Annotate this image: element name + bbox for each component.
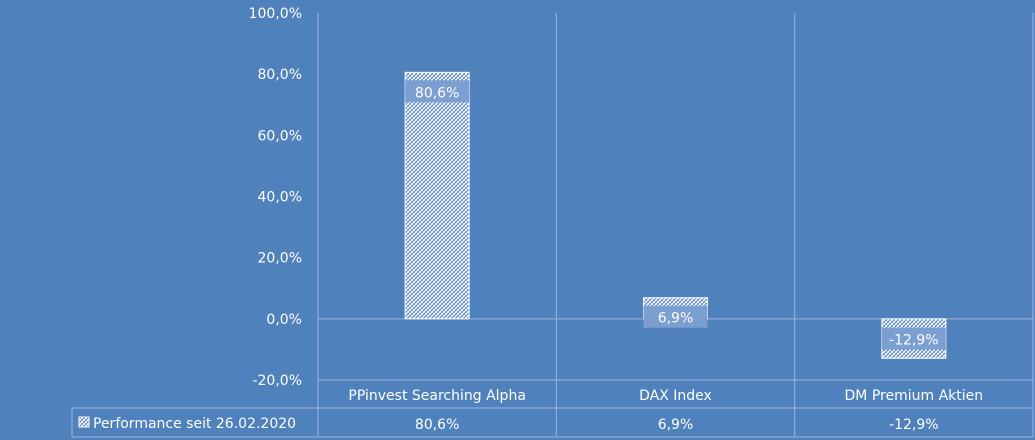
data-label-box [405,80,470,103]
y-tick-label: 20,0% [258,251,302,267]
legend-series-name: Performance seit 26.02.2020 [93,416,296,432]
y-tick-label: 80,0% [258,67,302,83]
category-label: PPinvest Searching Alpha [348,388,525,404]
category-label: DM Premium Aktien [845,388,984,404]
table-value: 6,9% [658,417,694,433]
y-tick-label: -20,0% [252,373,302,389]
table-value: 80,6% [415,417,459,433]
table-value: -12,9% [889,417,939,433]
data-label-box [643,305,708,328]
data-label-box [881,327,946,350]
data-label: -12,9% [889,333,939,349]
data-label: 6,9% [658,311,694,327]
y-tick-label: 100,0% [249,6,302,22]
y-tick-label: 40,0% [258,190,302,206]
y-tick-label: 0,0% [266,312,302,328]
legend-key [78,416,90,428]
data-label: 80,6% [415,85,459,101]
category-label: DAX Index [639,388,712,404]
bar [404,71,470,320]
y-tick-label: 60,0% [258,128,302,144]
